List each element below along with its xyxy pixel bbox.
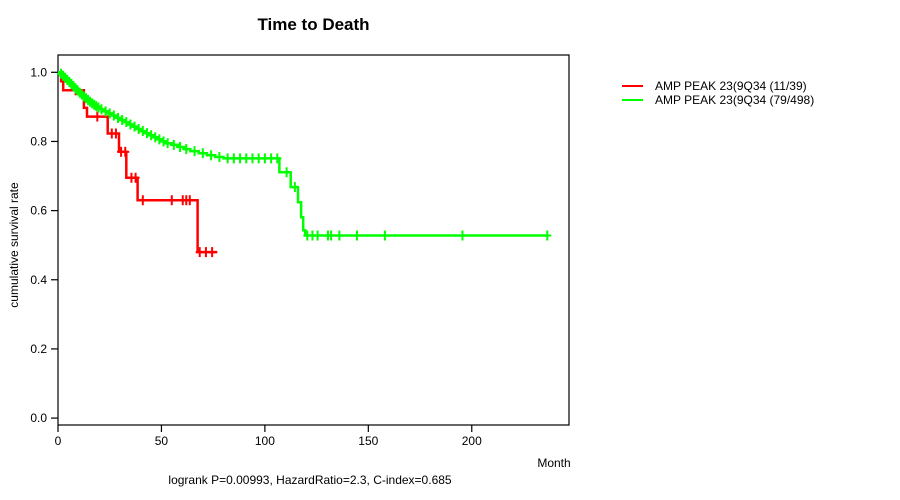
y-tick-label: 1.0: [30, 65, 47, 79]
x-tick-label: 150: [358, 434, 378, 448]
x-tick-label: 200: [462, 434, 482, 448]
plot-box: [57, 54, 570, 426]
x-tick-label: 50: [155, 434, 169, 448]
x-axis-label: Month: [537, 456, 571, 470]
y-tick-label: 0.2: [30, 342, 47, 356]
legend-line-sample-green: [622, 99, 643, 101]
legend-label-green: AMP PEAK 23(9Q34 (79/498): [655, 93, 815, 107]
survival-curve-0: [58, 71, 218, 254]
y-tick-label: 0.4: [30, 273, 47, 287]
legend: AMP PEAK 23(9Q34 (11/39) AMP PEAK 23(9Q3…: [622, 79, 814, 107]
survival-curve-1: [58, 71, 549, 237]
legend-label-red: AMP PEAK 23(9Q34 (11/39): [655, 79, 807, 93]
y-axis-label: cumulative survival rate: [7, 182, 21, 308]
x-tick-label: 100: [255, 434, 275, 448]
legend-item-green: AMP PEAK 23(9Q34 (79/498): [622, 93, 814, 107]
stats-annotation: logrank P=0.00993, HazardRatio=2.3, C-in…: [168, 473, 452, 487]
chart-title: Time to Death: [257, 15, 370, 34]
y-tick-label: 0.8: [30, 134, 47, 148]
x-tick-label: 0: [55, 434, 62, 448]
y-tick-label: 0.6: [30, 204, 47, 218]
legend-item-red: AMP PEAK 23(9Q34 (11/39): [622, 79, 814, 93]
legend-line-sample-red: [622, 85, 643, 87]
y-tick-label: 0.0: [30, 411, 47, 425]
